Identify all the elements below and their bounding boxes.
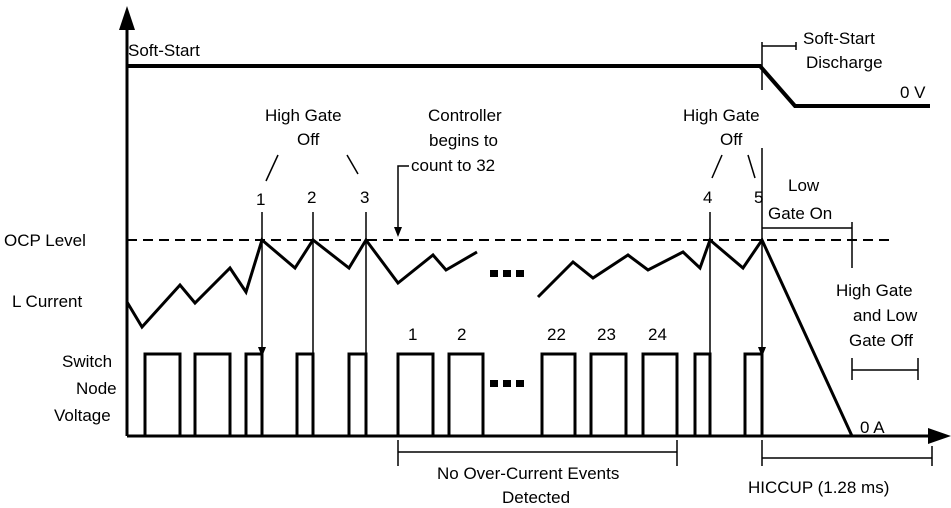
zero-v-label: 0 V — [900, 83, 926, 102]
hg-lg-off-line2: and Low — [853, 306, 918, 325]
controller-label-line3: count to 32 — [411, 156, 495, 175]
controller-label-line2: begins to — [429, 131, 498, 150]
l-current-label: L Current — [12, 292, 83, 311]
y-axis-arrow — [119, 6, 135, 30]
switch-node-label-line1: Switch — [62, 352, 112, 371]
switch-ellipsis — [490, 380, 524, 387]
l-current-waveform-part2 — [536, 236, 854, 437]
hgo-b-pointer-left — [711, 154, 723, 179]
pulse-count-23: 23 — [597, 325, 616, 344]
hgo-a-pointer-right — [346, 154, 359, 175]
event-number-4: 4 — [703, 188, 712, 207]
hg-lg-off-line3: Gate Off — [849, 331, 913, 350]
soft-start-label: Soft-Start — [128, 41, 200, 60]
controller-label-line1: Controller — [428, 106, 502, 125]
pulse-count-1: 1 — [408, 325, 417, 344]
hg-lg-off-line1: High Gate — [836, 281, 913, 300]
pulse-count-2: 2 — [457, 325, 466, 344]
event-number-3: 3 — [360, 188, 369, 207]
x-axis-arrow — [928, 428, 951, 444]
current-ellipsis — [490, 270, 524, 277]
discharge-label-line1: Soft-Start — [803, 29, 875, 48]
pulse-count-24: 24 — [648, 325, 667, 344]
discharge-label-line2: Discharge — [806, 53, 883, 72]
controller-pointer — [394, 165, 409, 237]
high-gate-off-b-line1: High Gate — [683, 106, 760, 125]
low-gate-on-line1: Low — [788, 176, 820, 195]
event-number-5: 5 — [754, 188, 763, 207]
low-gate-on-line2: Gate On — [768, 204, 832, 223]
switch-node-waveform-part1 — [127, 352, 485, 438]
pulse-count-22: 22 — [547, 325, 566, 344]
high-gate-off-a-line1: High Gate — [265, 106, 342, 125]
ocp-level-label: OCP Level — [4, 231, 86, 250]
hgo-a-pointer-left — [265, 154, 279, 182]
switch-node-label-line3: Voltage — [54, 406, 111, 425]
event-number-1: 1 — [256, 190, 265, 209]
hiccup-label: HICCUP (1.28 ms) — [748, 478, 889, 497]
no-oc-label-line2: Detected — [502, 488, 570, 507]
switch-node-label-line2: Node — [76, 379, 117, 398]
hgo-b-pointer-right — [747, 154, 756, 179]
l-current-waveform-part1 — [125, 237, 478, 330]
event-number-2: 2 — [307, 188, 316, 207]
high-gate-off-b-line2: Off — [720, 130, 743, 149]
no-oc-label-line1: No Over-Current Events — [437, 464, 619, 483]
high-gate-off-a-line2: Off — [297, 130, 320, 149]
zero-a-label: 0 A — [860, 418, 885, 437]
switch-node-waveform-part2 — [540, 352, 764, 438]
soft-start-waveform — [127, 64, 930, 108]
